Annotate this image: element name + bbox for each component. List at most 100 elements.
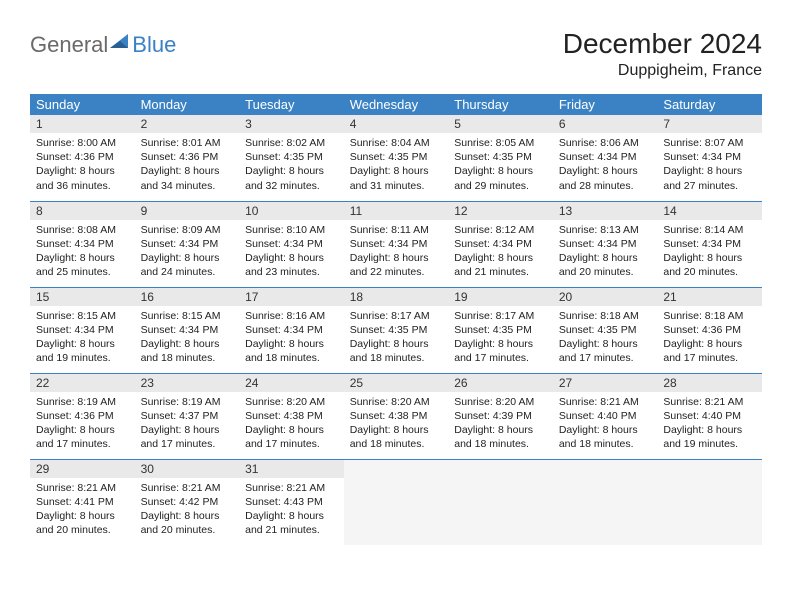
logo-text-blue: Blue <box>132 32 176 58</box>
day-number: 30 <box>135 460 240 478</box>
cell-body: Sunrise: 8:21 AMSunset: 4:42 PMDaylight:… <box>135 478 240 544</box>
day-number: 6 <box>553 115 658 133</box>
calendar-cell: 21Sunrise: 8:18 AMSunset: 4:36 PMDayligh… <box>657 287 762 373</box>
cell-body: Sunrise: 8:16 AMSunset: 4:34 PMDaylight:… <box>239 306 344 372</box>
cell-body: Sunrise: 8:10 AMSunset: 4:34 PMDaylight:… <box>239 220 344 286</box>
day-number: 29 <box>30 460 135 478</box>
day-number: 14 <box>657 202 762 220</box>
calendar-cell: 14Sunrise: 8:14 AMSunset: 4:34 PMDayligh… <box>657 201 762 287</box>
calendar-cell: 17Sunrise: 8:16 AMSunset: 4:34 PMDayligh… <box>239 287 344 373</box>
day-header-row: SundayMondayTuesdayWednesdayThursdayFrid… <box>30 94 762 115</box>
cell-body: Sunrise: 8:15 AMSunset: 4:34 PMDaylight:… <box>30 306 135 372</box>
cell-body: Sunrise: 8:12 AMSunset: 4:34 PMDaylight:… <box>448 220 553 286</box>
cell-body: Sunrise: 8:11 AMSunset: 4:34 PMDaylight:… <box>344 220 449 286</box>
day-number: 10 <box>239 202 344 220</box>
cell-body: Sunrise: 8:02 AMSunset: 4:35 PMDaylight:… <box>239 133 344 199</box>
day-number: 28 <box>657 374 762 392</box>
calendar-cell: 19Sunrise: 8:17 AMSunset: 4:35 PMDayligh… <box>448 287 553 373</box>
day-number: 18 <box>344 288 449 306</box>
cell-body: Sunrise: 8:15 AMSunset: 4:34 PMDaylight:… <box>135 306 240 372</box>
calendar-cell: 24Sunrise: 8:20 AMSunset: 4:38 PMDayligh… <box>239 373 344 459</box>
day-header: Monday <box>135 94 240 115</box>
logo-triangle-icon <box>108 30 130 57</box>
day-number: 17 <box>239 288 344 306</box>
day-number: 1 <box>30 115 135 133</box>
calendar-cell: 26Sunrise: 8:20 AMSunset: 4:39 PMDayligh… <box>448 373 553 459</box>
calendar-cell: 12Sunrise: 8:12 AMSunset: 4:34 PMDayligh… <box>448 201 553 287</box>
logo-text-general: General <box>30 32 108 58</box>
calendar-cell: 15Sunrise: 8:15 AMSunset: 4:34 PMDayligh… <box>30 287 135 373</box>
logo: General Blue <box>30 28 176 58</box>
cell-body: Sunrise: 8:13 AMSunset: 4:34 PMDaylight:… <box>553 220 658 286</box>
day-number: 4 <box>344 115 449 133</box>
cell-body: Sunrise: 8:20 AMSunset: 4:38 PMDaylight:… <box>344 392 449 458</box>
cell-body: Sunrise: 8:17 AMSunset: 4:35 PMDaylight:… <box>448 306 553 372</box>
calendar-cell: 11Sunrise: 8:11 AMSunset: 4:34 PMDayligh… <box>344 201 449 287</box>
calendar-cell <box>553 459 658 545</box>
calendar-week-row: 8Sunrise: 8:08 AMSunset: 4:34 PMDaylight… <box>30 201 762 287</box>
location-text: Duppigheim, France <box>563 62 762 80</box>
day-number: 16 <box>135 288 240 306</box>
calendar-cell: 18Sunrise: 8:17 AMSunset: 4:35 PMDayligh… <box>344 287 449 373</box>
calendar-cell: 6Sunrise: 8:06 AMSunset: 4:34 PMDaylight… <box>553 115 658 201</box>
day-number: 9 <box>135 202 240 220</box>
cell-body: Sunrise: 8:06 AMSunset: 4:34 PMDaylight:… <box>553 133 658 199</box>
day-header: Sunday <box>30 94 135 115</box>
cell-body: Sunrise: 8:07 AMSunset: 4:34 PMDaylight:… <box>657 133 762 199</box>
cell-body: Sunrise: 8:14 AMSunset: 4:34 PMDaylight:… <box>657 220 762 286</box>
calendar-cell: 22Sunrise: 8:19 AMSunset: 4:36 PMDayligh… <box>30 373 135 459</box>
calendar-cell: 28Sunrise: 8:21 AMSunset: 4:40 PMDayligh… <box>657 373 762 459</box>
calendar-cell <box>448 459 553 545</box>
calendar-cell: 1Sunrise: 8:00 AMSunset: 4:36 PMDaylight… <box>30 115 135 201</box>
day-number: 21 <box>657 288 762 306</box>
day-number: 24 <box>239 374 344 392</box>
calendar-cell: 30Sunrise: 8:21 AMSunset: 4:42 PMDayligh… <box>135 459 240 545</box>
day-number: 3 <box>239 115 344 133</box>
day-number: 27 <box>553 374 658 392</box>
day-header: Tuesday <box>239 94 344 115</box>
calendar-week-row: 1Sunrise: 8:00 AMSunset: 4:36 PMDaylight… <box>30 115 762 201</box>
cell-body: Sunrise: 8:21 AMSunset: 4:40 PMDaylight:… <box>657 392 762 458</box>
cell-body: Sunrise: 8:01 AMSunset: 4:36 PMDaylight:… <box>135 133 240 199</box>
calendar-week-row: 15Sunrise: 8:15 AMSunset: 4:34 PMDayligh… <box>30 287 762 373</box>
calendar-table: SundayMondayTuesdayWednesdayThursdayFrid… <box>30 94 762 545</box>
day-header: Thursday <box>448 94 553 115</box>
cell-body: Sunrise: 8:21 AMSunset: 4:41 PMDaylight:… <box>30 478 135 544</box>
day-number: 23 <box>135 374 240 392</box>
cell-body: Sunrise: 8:18 AMSunset: 4:35 PMDaylight:… <box>553 306 658 372</box>
day-number: 8 <box>30 202 135 220</box>
calendar-cell: 25Sunrise: 8:20 AMSunset: 4:38 PMDayligh… <box>344 373 449 459</box>
day-number: 31 <box>239 460 344 478</box>
calendar-cell: 23Sunrise: 8:19 AMSunset: 4:37 PMDayligh… <box>135 373 240 459</box>
cell-body: Sunrise: 8:21 AMSunset: 4:43 PMDaylight:… <box>239 478 344 544</box>
day-header: Friday <box>553 94 658 115</box>
day-number: 20 <box>553 288 658 306</box>
day-number: 2 <box>135 115 240 133</box>
day-number: 26 <box>448 374 553 392</box>
calendar-cell: 27Sunrise: 8:21 AMSunset: 4:40 PMDayligh… <box>553 373 658 459</box>
cell-body: Sunrise: 8:09 AMSunset: 4:34 PMDaylight:… <box>135 220 240 286</box>
day-number: 5 <box>448 115 553 133</box>
calendar-week-row: 29Sunrise: 8:21 AMSunset: 4:41 PMDayligh… <box>30 459 762 545</box>
day-header: Saturday <box>657 94 762 115</box>
page-header: General Blue December 2024 Duppigheim, F… <box>30 28 762 80</box>
day-header: Wednesday <box>344 94 449 115</box>
cell-body: Sunrise: 8:21 AMSunset: 4:40 PMDaylight:… <box>553 392 658 458</box>
cell-body: Sunrise: 8:05 AMSunset: 4:35 PMDaylight:… <box>448 133 553 199</box>
calendar-cell: 8Sunrise: 8:08 AMSunset: 4:34 PMDaylight… <box>30 201 135 287</box>
cell-body: Sunrise: 8:20 AMSunset: 4:39 PMDaylight:… <box>448 392 553 458</box>
day-number: 7 <box>657 115 762 133</box>
cell-body: Sunrise: 8:17 AMSunset: 4:35 PMDaylight:… <box>344 306 449 372</box>
day-number: 12 <box>448 202 553 220</box>
day-number: 11 <box>344 202 449 220</box>
cell-body: Sunrise: 8:08 AMSunset: 4:34 PMDaylight:… <box>30 220 135 286</box>
calendar-cell: 5Sunrise: 8:05 AMSunset: 4:35 PMDaylight… <box>448 115 553 201</box>
calendar-cell: 3Sunrise: 8:02 AMSunset: 4:35 PMDaylight… <box>239 115 344 201</box>
day-number: 25 <box>344 374 449 392</box>
cell-body: Sunrise: 8:20 AMSunset: 4:38 PMDaylight:… <box>239 392 344 458</box>
day-number: 22 <box>30 374 135 392</box>
cell-body: Sunrise: 8:19 AMSunset: 4:36 PMDaylight:… <box>30 392 135 458</box>
calendar-cell: 29Sunrise: 8:21 AMSunset: 4:41 PMDayligh… <box>30 459 135 545</box>
calendar-week-row: 22Sunrise: 8:19 AMSunset: 4:36 PMDayligh… <box>30 373 762 459</box>
day-number: 15 <box>30 288 135 306</box>
